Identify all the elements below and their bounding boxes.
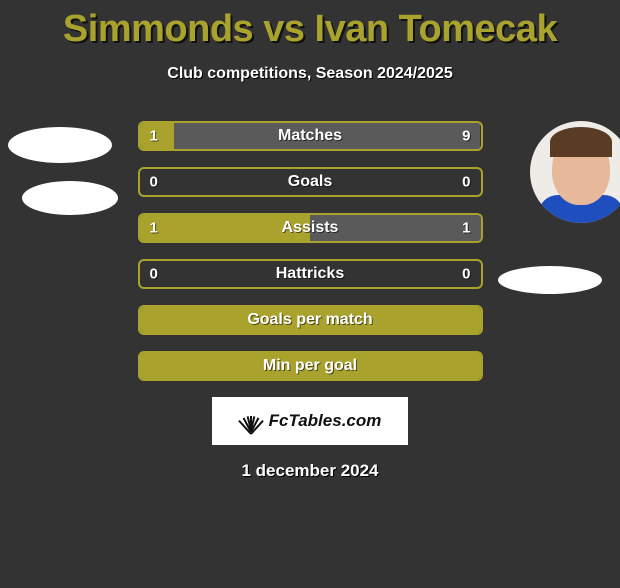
stat-label: Goals per match [140,311,481,329]
stat-row: Goals0 0 [138,167,483,197]
stat-row: Matches1 9 [138,121,483,151]
stat-row: Min per goal [138,351,483,381]
stat-value-right: 0 [462,174,470,191]
stat-label: Hattricks [140,265,481,283]
stat-label: Matches [140,127,481,145]
decoration-ellipse [498,266,602,294]
stat-row: Goals per match [138,305,483,335]
logo-box: FcTables.com [212,397,408,445]
stat-value-left: 1 [150,128,158,145]
date-label: 1 december 2024 [0,461,620,481]
logo-icon [239,412,263,430]
player-right-avatar [530,121,620,223]
stat-value-left: 0 [150,174,158,191]
stat-value-right: 1 [462,220,470,237]
stat-row: Assists1 1 [138,213,483,243]
stat-value-left: 1 [150,220,158,237]
stat-rows: Matches19Goals00Assists11Hattricks00Goal… [138,121,483,381]
stat-label: Min per goal [140,357,481,375]
decoration-ellipse [8,127,112,163]
stat-value-right: 0 [462,266,470,283]
logo-text: FcTables.com [269,411,382,431]
stat-label: Goals [140,173,481,191]
stat-value-left: 0 [150,266,158,283]
stat-label: Assists [140,219,481,237]
page-title: Simmonds vs Ivan Tomecak [0,8,620,51]
chart-area: Matches19Goals00Assists11Hattricks00Goal… [0,121,620,381]
stat-value-right: 9 [462,128,470,145]
decoration-ellipse [22,181,118,215]
page-subtitle: Club competitions, Season 2024/2025 [0,65,620,83]
stat-row: Hattricks0 0 [138,259,483,289]
